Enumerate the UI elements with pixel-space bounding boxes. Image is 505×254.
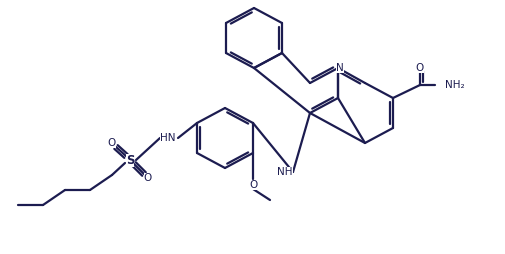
- Text: O: O: [144, 173, 152, 183]
- Text: O: O: [249, 180, 257, 190]
- Text: NH₂: NH₂: [445, 80, 465, 90]
- Text: N: N: [336, 63, 344, 73]
- Text: NH: NH: [277, 167, 293, 177]
- Text: O: O: [416, 63, 424, 73]
- Text: O: O: [108, 138, 116, 148]
- Text: S: S: [126, 153, 134, 167]
- Text: HN: HN: [160, 133, 176, 143]
